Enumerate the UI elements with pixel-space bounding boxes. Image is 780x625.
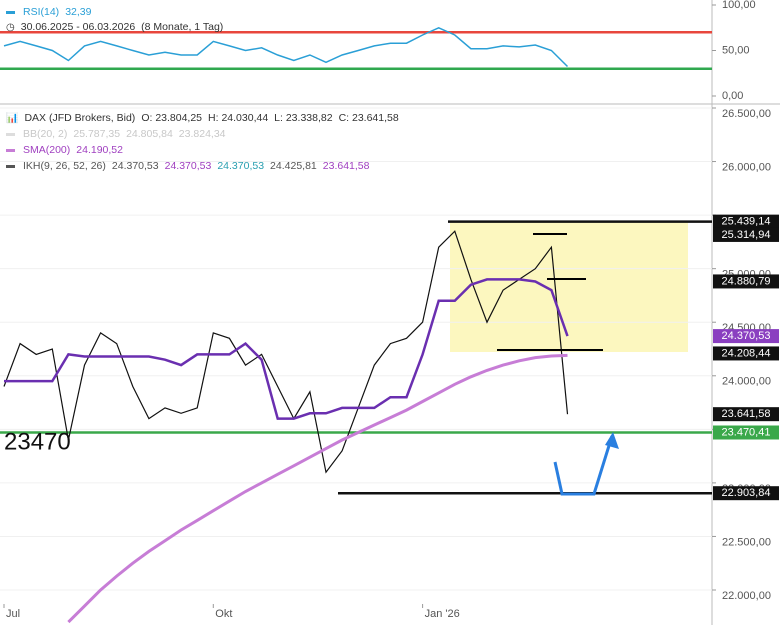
range-box bbox=[450, 222, 688, 352]
y-tick-label: 0,00 bbox=[722, 90, 743, 102]
ohlc: C: 23.641,58 bbox=[338, 112, 399, 124]
series-line bbox=[67, 353, 568, 624]
ohlc: L: 23.338,82 bbox=[274, 112, 333, 124]
series-line bbox=[3, 26, 569, 68]
price-box bbox=[713, 425, 779, 440]
ikh-legend: IKH(9, 26, 52, 26) 24.370,53 24.370,53 24.3… bbox=[6, 160, 369, 172]
ohlc: H: 24.030,44 bbox=[208, 112, 269, 124]
price-box bbox=[713, 486, 779, 501]
legend-label: BB(20, 2) bbox=[23, 128, 68, 140]
y-tick-label: 26.000,00 bbox=[722, 161, 771, 173]
price-label: 22.903,84 bbox=[722, 487, 771, 499]
period-range: 30.06.2025 - 06.03.2026 bbox=[20, 21, 136, 33]
price-box bbox=[713, 329, 779, 344]
legend-value: 24.370,53 bbox=[164, 160, 212, 172]
series-line bbox=[4, 278, 569, 420]
x-tick-label: Okt bbox=[215, 608, 232, 620]
price-box bbox=[713, 274, 779, 289]
legend-label: RSI(14) bbox=[23, 6, 60, 18]
legend-value: 32,39 bbox=[65, 6, 92, 18]
series-line bbox=[3, 230, 569, 474]
legend-value: 25.787,35 bbox=[73, 128, 121, 140]
legend-label: IKH(9, 26, 52, 26) bbox=[23, 160, 106, 172]
price-label: 24.880,79 bbox=[722, 275, 771, 287]
sma-legend: SMA(200) 24.190,52 bbox=[6, 144, 123, 156]
y-tick-label: 22.000,00 bbox=[722, 590, 771, 602]
legend-value: 24.370,53 bbox=[111, 160, 159, 172]
price-label: 23.470,41 bbox=[722, 426, 771, 438]
instrument: DAX (JFD Brokers, Bid) bbox=[24, 112, 136, 124]
y-tick-label: 100,00 bbox=[722, 0, 756, 11]
forecast-arrow bbox=[553, 435, 614, 496]
bb-legend: BB(20, 2) 25.787,35 24.805,84 23.824,34 bbox=[6, 128, 226, 140]
x-tick-label: Jul bbox=[6, 608, 20, 620]
main-legend: 📊 DAX (JFD Brokers, Bid) O: 23.804,25 H: 24… bbox=[6, 112, 399, 124]
price-box bbox=[713, 407, 779, 422]
period-length: (8 Monate, 1 Tag) bbox=[141, 21, 224, 33]
price-label: 23.641,58 bbox=[722, 408, 771, 420]
y-tick-label: 26.500,00 bbox=[722, 108, 771, 120]
level-annotation: 23470 bbox=[4, 428, 71, 455]
legend-value: 23.641,58 bbox=[322, 160, 370, 172]
price-box bbox=[713, 346, 779, 361]
price-box bbox=[713, 227, 779, 242]
arrow-head bbox=[605, 432, 619, 449]
legend-value: 24.425,81 bbox=[270, 160, 317, 172]
rsi-legend: RSI(14) 32,39 bbox=[6, 6, 91, 18]
price-label: 25.439,14 bbox=[722, 216, 771, 228]
legend-value: 24.190,52 bbox=[76, 144, 123, 156]
y-tick-label: 50,00 bbox=[722, 44, 750, 56]
legend-value: 24.370,53 bbox=[217, 160, 265, 172]
legend-value: 24.805,84 bbox=[126, 128, 173, 140]
price-label: 24.370,53 bbox=[722, 330, 771, 342]
price-box bbox=[713, 214, 779, 229]
price-label: 25.314,94 bbox=[722, 229, 771, 241]
ohlc: O: 23.804,25 bbox=[141, 112, 203, 124]
legend-label: SMA(200) bbox=[23, 144, 71, 156]
y-tick-label: 22.500,00 bbox=[722, 536, 771, 548]
period-legend: ◷ 30.06.2025 - 06.03.2026 (8 Monate, 1 Tag… bbox=[6, 21, 224, 33]
legend-value: 23.824,34 bbox=[178, 128, 226, 140]
y-tick-label: 24.000,00 bbox=[722, 376, 771, 388]
price-label: 24.208,44 bbox=[722, 347, 771, 359]
x-tick-label: Jan '26 bbox=[425, 608, 460, 620]
